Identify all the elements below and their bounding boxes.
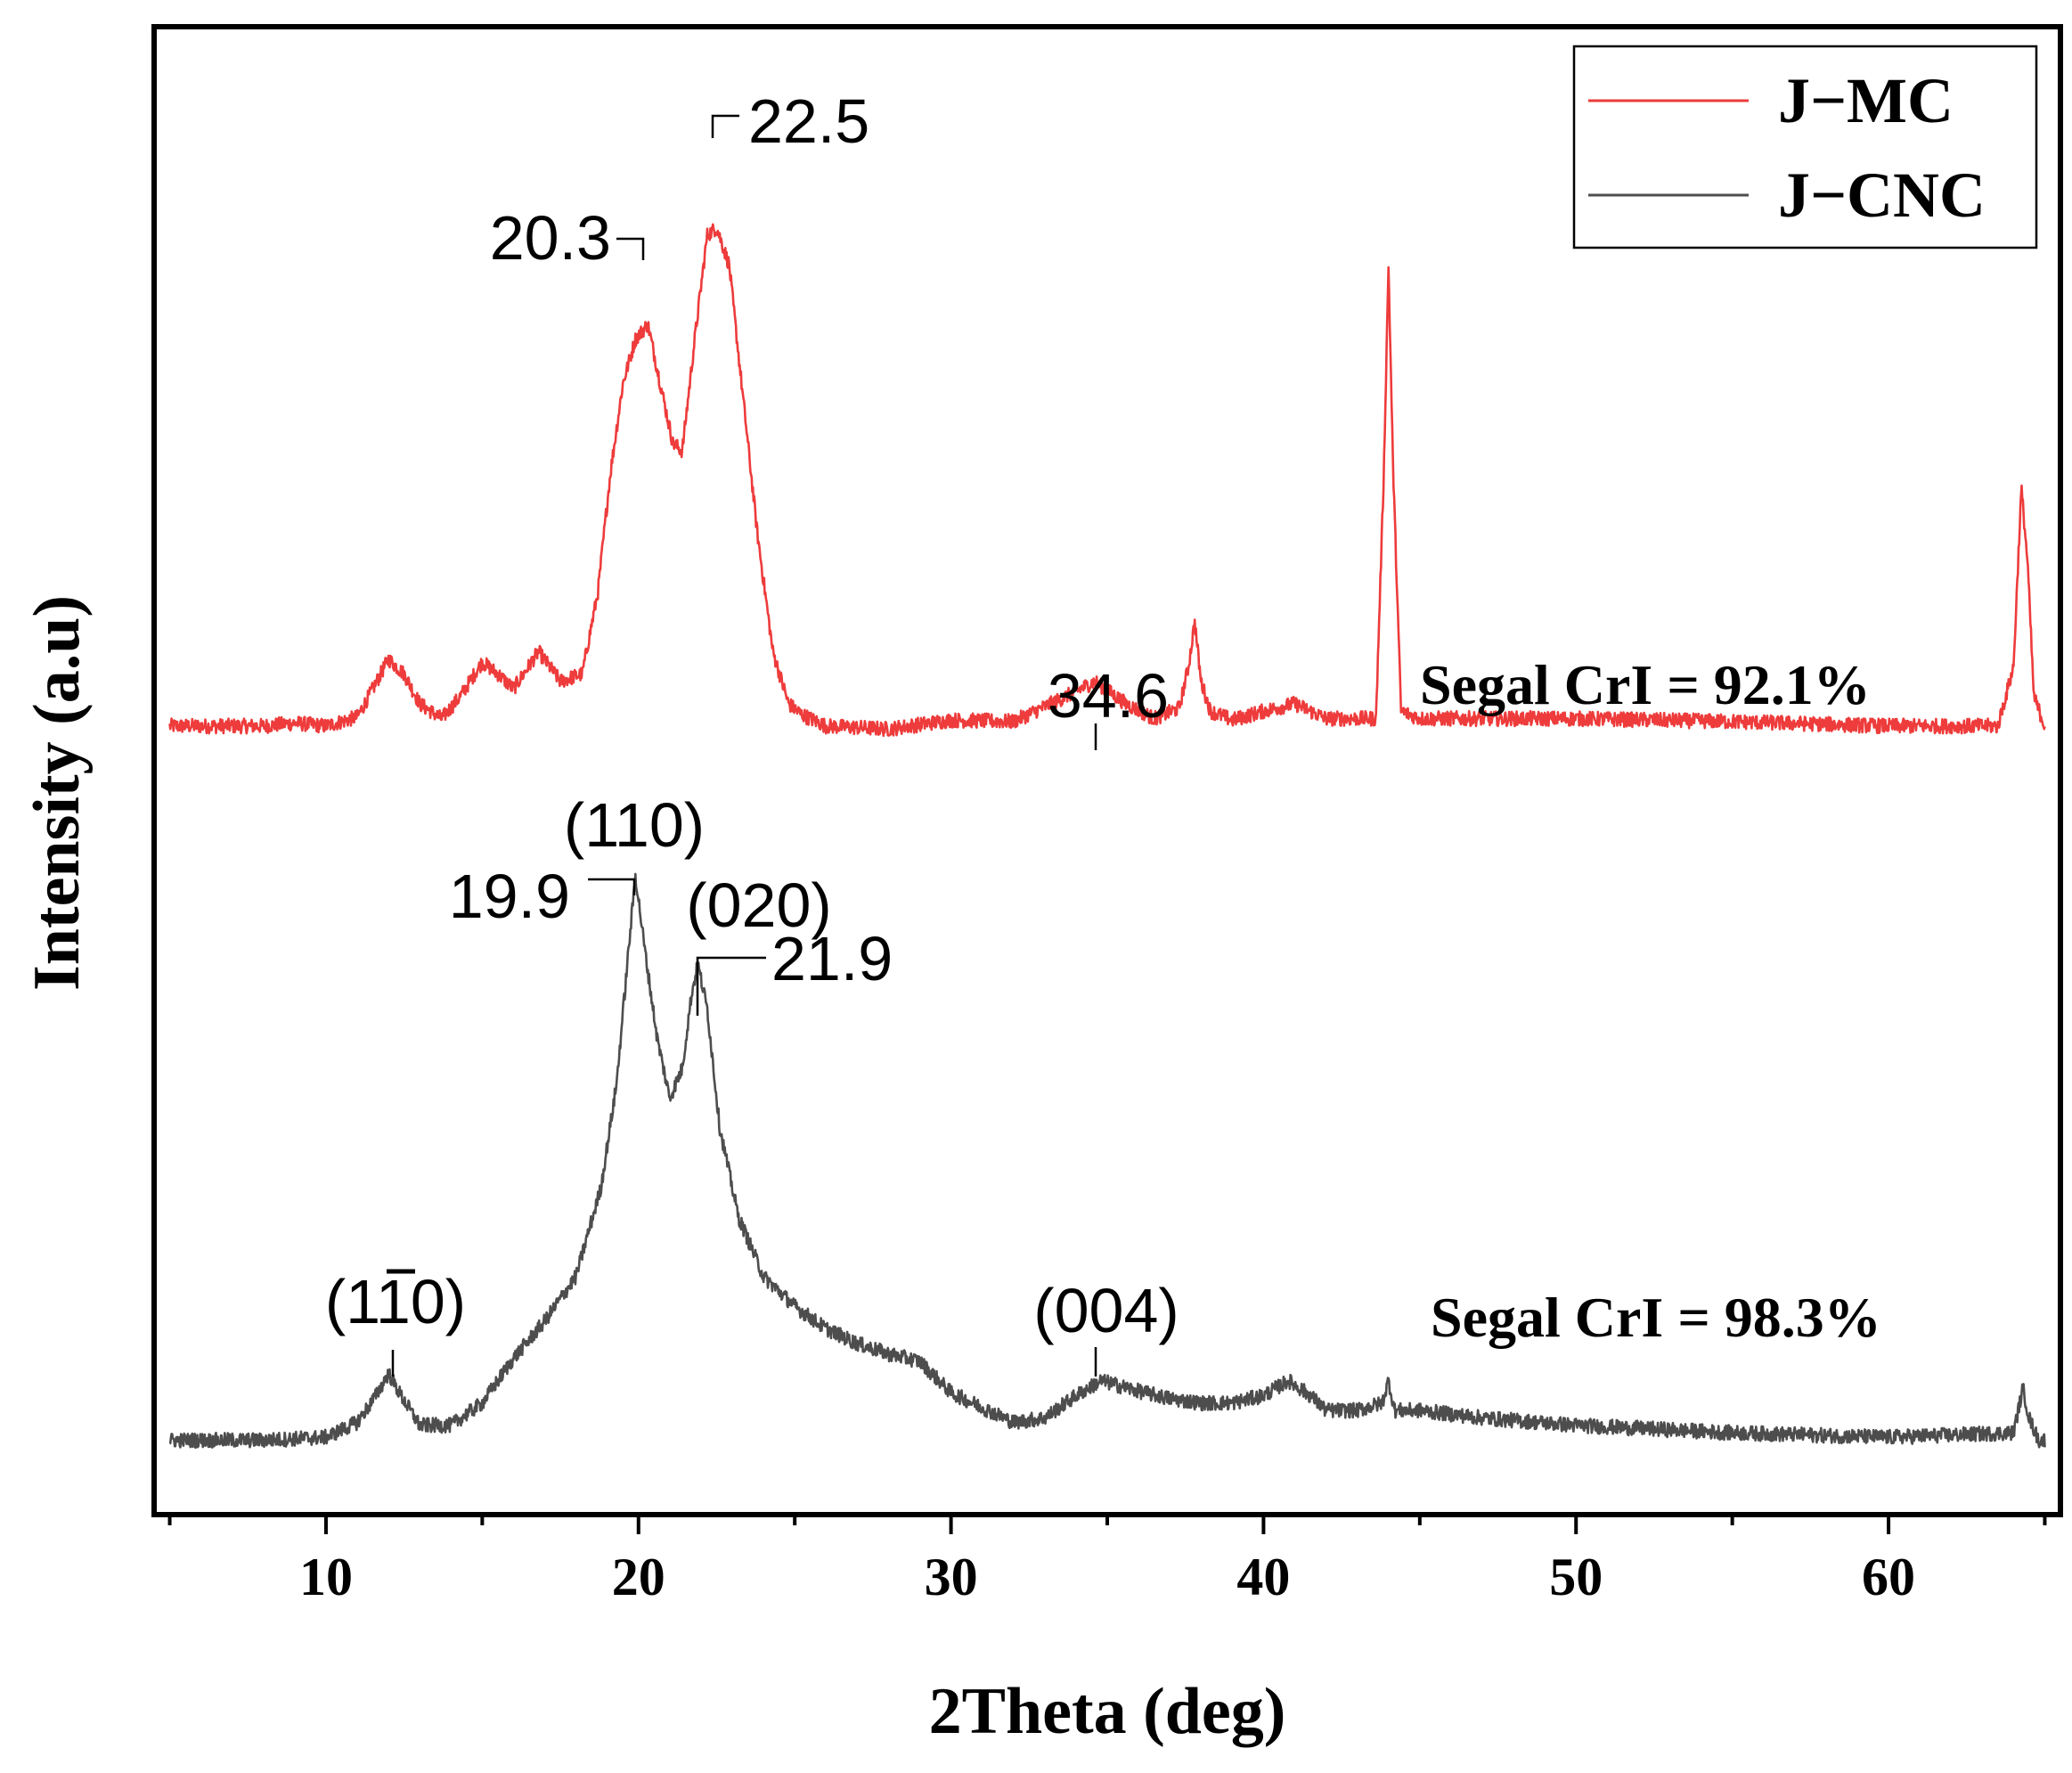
series-line-j-cnc: [168, 872, 2046, 1450]
legend-label-j-cnc: J−CNC: [1778, 159, 1986, 231]
miller-label-020: (020): [686, 870, 831, 940]
cnc-peak-21-9: 21.9: [696, 924, 893, 1016]
x-tick-label-30: 30: [925, 1548, 978, 1606]
peak-label-21-9: 21.9: [771, 924, 893, 993]
x-axis-ticks: 10 20 30 40 50 60: [167, 1515, 2047, 1606]
cnc-peak-19-9: 19.9: [449, 862, 636, 931]
mc-peak-34-6: 34.6: [1048, 661, 1169, 750]
crystallinity-label-cnc: Segal CrI = 98.3%: [1431, 1286, 1881, 1349]
peak-label-22-5: 22.5: [748, 86, 869, 156]
peak-label-20-3: 20.3: [490, 203, 611, 273]
x-tick-label-20: 20: [612, 1548, 665, 1606]
legend: J−MC J−CNC: [1572, 45, 2038, 249]
series-line-j-mc: [168, 223, 2046, 738]
miller-label-004-text: (004): [1033, 1276, 1179, 1345]
x-axis-title: 2Theta (deg): [929, 1675, 1286, 1748]
mc-peak-22-5: 22.5: [711, 86, 869, 156]
x-tick-label-50: 50: [1549, 1548, 1603, 1606]
miller-label-110: (110): [564, 790, 705, 860]
legend-label-j-mc: J−MC: [1778, 65, 1954, 136]
legend-box: [1572, 45, 2038, 249]
x-tick-label-60: 60: [1862, 1548, 1915, 1606]
peak-label-19-9: 19.9: [449, 862, 570, 931]
miller-label-004: (004): [1033, 1276, 1179, 1377]
peak-label-34-6: 34.6: [1048, 661, 1169, 731]
mc-peak-20-3: 20.3: [490, 203, 645, 273]
x-tick-label-10: 10: [299, 1548, 353, 1606]
miller-label-1-bar-10: (110): [325, 1267, 466, 1377]
x-tick-label-40: 40: [1236, 1548, 1290, 1606]
miller-label-1-bar-10-text: (110): [325, 1267, 466, 1336]
y-axis-title: Intensity (a.u): [20, 595, 94, 991]
crystallinity-label-mc: Segal CrI = 92.1%: [1420, 653, 1871, 716]
